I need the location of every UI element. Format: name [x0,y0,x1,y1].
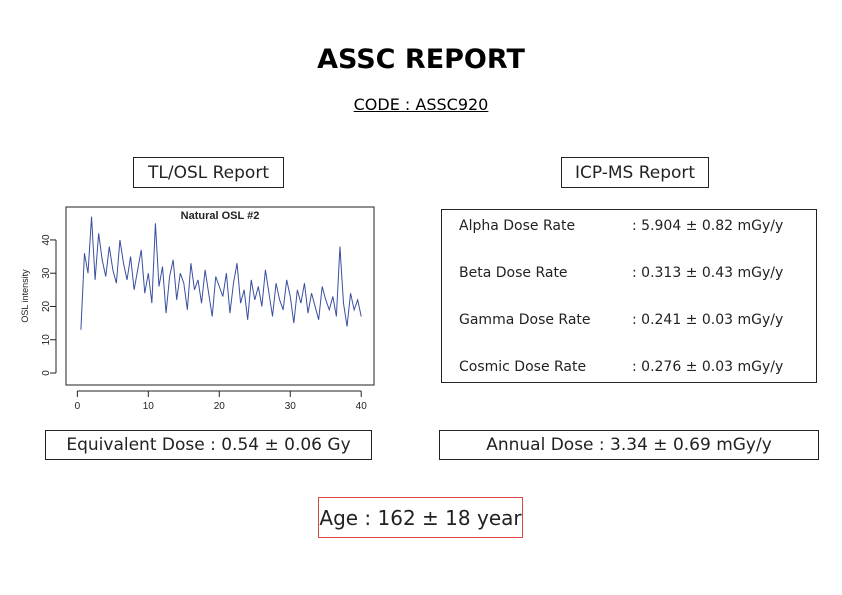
chart-title: Natural OSL #2 [181,210,260,222]
y-tick-label: 10 [41,334,52,346]
row-name: Cosmic Dose Rate [459,359,587,375]
row-value: : 5.904 ± 0.82 mGy/y [632,218,784,234]
code: CODE : ASSC920 [353,95,489,114]
row-value: : 0.241 ± 0.03 mGy/y [632,312,784,328]
y-axis-label: OSL intensity [20,269,30,323]
x-tick-label: 20 [214,401,226,412]
y-tick-label: 30 [41,267,52,279]
x-tick-label: 40 [356,401,368,412]
section-label: TL/OSL Report [133,157,284,188]
y-tick-label: 40 [41,234,52,246]
equivalent-dose: Equivalent Dose : 0.54 ± 0.06 Gy [45,430,372,460]
age: Age : 162 ± 18 year [318,497,523,538]
x-tick-label: 30 [285,401,297,412]
row-value: : 0.276 ± 0.03 mGy/y [632,359,784,375]
title: ASSC REPORT [317,44,525,75]
row-name: Gamma Dose Rate [459,312,591,328]
row-value: : 0.313 ± 0.43 mGy/y [632,265,784,281]
section-label: ICP-MS Report [561,157,709,188]
x-tick-label: 10 [143,401,155,412]
osl-curve [80,216,362,330]
row-name: Beta Dose Rate [459,265,568,281]
annual-dose: Annual Dose : 3.34 ± 0.69 mGy/y [439,430,819,460]
row-name: Alpha Dose Rate [459,218,576,234]
x-tick-label: 0 [75,401,81,412]
plot-frame [65,206,375,386]
osl-chart: Natural OSL #2 OSL intensity 0 10 20 30 40 0 10 2… [20,206,375,412]
dose-table: Alpha Dose Rate : 5.904 ± 0.82 mGy/y Bet… [441,209,817,383]
y-tick-label: 20 [41,300,52,312]
y-tick-label: 0 [41,370,52,376]
